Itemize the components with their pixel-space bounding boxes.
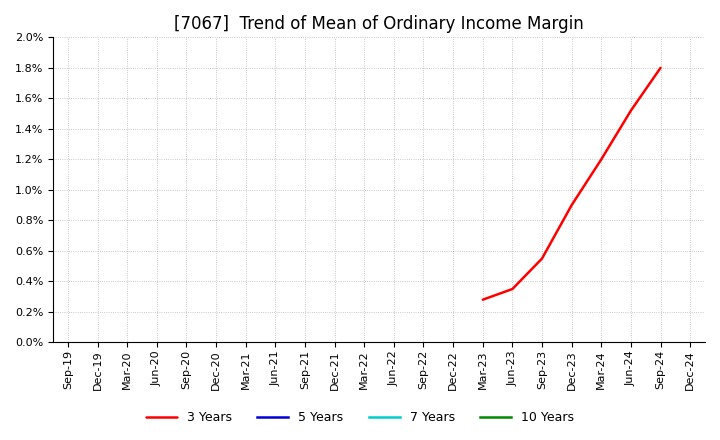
- 3 Years: [626, 108, 635, 113]
- 3 Years: [567, 202, 576, 208]
- 3 Years: [538, 256, 546, 261]
- Line: 3 Years: 3 Years: [483, 68, 660, 300]
- Title: [7067]  Trend of Mean of Ordinary Income Margin: [7067] Trend of Mean of Ordinary Income …: [174, 15, 584, 33]
- 3 Years: [508, 286, 517, 292]
- Legend: 3 Years, 5 Years, 7 Years, 10 Years: 3 Years, 5 Years, 7 Years, 10 Years: [141, 407, 579, 429]
- 3 Years: [479, 297, 487, 302]
- 3 Years: [656, 65, 665, 70]
- 3 Years: [597, 157, 606, 162]
